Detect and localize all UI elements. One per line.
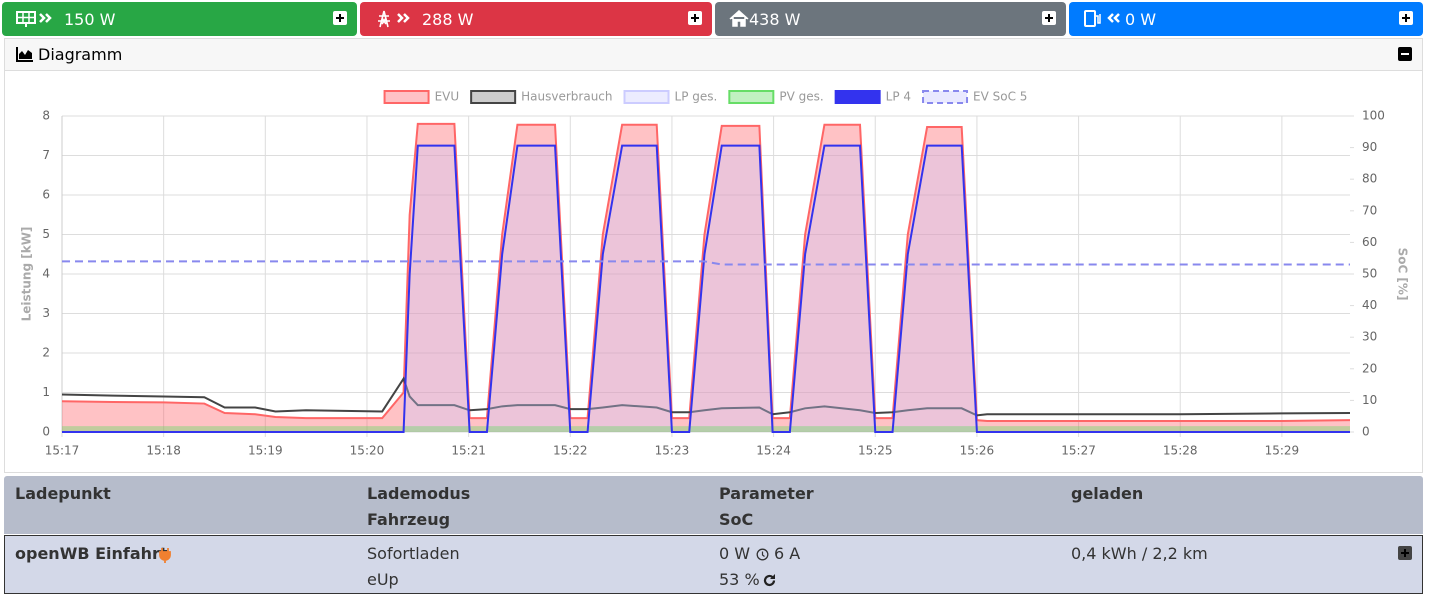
expand-button[interactable] [688, 11, 702, 25]
y2-tick-label: 60 [1362, 235, 1377, 249]
line [62, 260, 1350, 266]
expand-button[interactable] [1042, 11, 1056, 25]
house-tile[interactable]: 438 W [715, 2, 1066, 36]
house-power: 438 W [749, 10, 801, 29]
legend-label: LP ges. [675, 90, 718, 104]
chart: Leistung [kW] SoC [%] 012345678010203040… [20, 90, 1410, 458]
x-tick-label: 15:17 [45, 444, 80, 458]
header-cell: Lademodus [367, 484, 471, 503]
y-tick-label: 3 [42, 306, 50, 320]
solar-icon [16, 11, 52, 27]
header-cell: Fahrzeug [367, 510, 451, 529]
header-cell: Parameter [719, 484, 814, 503]
current: 6 A [774, 544, 801, 563]
legend-label: LP 4 [886, 90, 911, 104]
x-tick-label: 15:22 [553, 444, 588, 458]
charger-icon [1084, 10, 1120, 27]
timer-icon [756, 548, 769, 561]
y2-tick-label: 10 [1362, 393, 1377, 407]
chart-icon [16, 47, 33, 62]
y-tick-label: 8 [42, 109, 50, 123]
header-cell: SoC [719, 510, 754, 529]
legend-swatch [922, 90, 969, 104]
charge-power: 0 W [1125, 10, 1157, 29]
legend-swatch [728, 90, 775, 104]
diagram-card: Diagramm [4, 38, 1423, 473]
x-tick-label: 15:20 [350, 444, 385, 458]
refresh-icon[interactable] [762, 573, 777, 588]
charge-tile[interactable]: 0 W [1069, 2, 1423, 36]
chargepoint-name: openWB Einfahrt [15, 544, 168, 563]
y2-tick-label: 90 [1362, 140, 1377, 154]
y2-tick-label: 30 [1362, 330, 1377, 344]
y2-tick-label: 20 [1362, 361, 1377, 375]
y2-tick-label: 80 [1362, 172, 1377, 186]
area [62, 123, 1350, 433]
y2-tick-label: 0 [1362, 425, 1370, 439]
x-tick-label: 15:29 [1265, 444, 1300, 458]
collapse-button[interactable] [1398, 47, 1412, 61]
legend-label: Hausverbrauch [521, 90, 612, 104]
x-tick-label: 15:19 [248, 444, 283, 458]
vehicle: eUp [367, 570, 399, 589]
y-tick-label: 0 [42, 425, 50, 439]
line [61, 376, 1351, 417]
expand-button[interactable] [1398, 546, 1412, 560]
grid-icon [378, 10, 410, 28]
header-cell: Ladepunkt [15, 484, 111, 503]
expand-button[interactable] [1399, 11, 1413, 25]
area [62, 426, 1350, 432]
legend: EVU Hausverbrauch LP ges. PV ges. LP 4 EV SoC… [383, 90, 1027, 104]
y-tick-label: 7 [42, 148, 50, 162]
x-tick-label: 15:26 [960, 444, 995, 458]
area [62, 145, 1350, 432]
line [61, 122, 1351, 422]
y-tick-label: 1 [42, 385, 50, 399]
pv-tile[interactable]: 150 W [2, 2, 357, 36]
y2-tick-label: 70 [1362, 203, 1377, 217]
x-tick-label: 15:18 [146, 444, 181, 458]
line [62, 144, 1350, 433]
y2-tick-label: 40 [1362, 298, 1377, 312]
legend-swatch [834, 90, 881, 104]
legend-label: PV ges. [779, 90, 823, 104]
x-tick-label: 15:21 [451, 444, 486, 458]
grid-power: 288 W [422, 10, 474, 29]
chargepoint-table: Ladepunkt Lademodus Fahrzeug Parameter S… [4, 476, 1423, 595]
y-tick-label: 5 [42, 227, 50, 241]
pv-power: 150 W [64, 10, 116, 29]
y2-tick-label: 100 [1362, 109, 1385, 123]
y-tick-label: 2 [42, 346, 50, 360]
table-header: Ladepunkt Lademodus Fahrzeug Parameter S… [4, 476, 1423, 534]
y-tick-label: 4 [42, 267, 50, 281]
diagram-header[interactable]: Diagramm [5, 39, 1422, 71]
plug-icon [159, 548, 171, 563]
x-tick-label: 15:28 [1163, 444, 1198, 458]
charge-mode: Sofortladen [367, 544, 460, 563]
expand-button[interactable] [333, 11, 347, 25]
house-icon [729, 10, 749, 27]
x-tick-label: 15:27 [1061, 444, 1096, 458]
legend-label: EV SoC 5 [973, 90, 1027, 104]
legend-swatch [383, 90, 430, 104]
soc: 53 % [719, 570, 760, 589]
header-cell: geladen [1071, 484, 1144, 503]
legend-swatch [623, 90, 670, 104]
table-row[interactable]: openWB Einfahrt Sofortladen eUp 0 W 6 A … [4, 535, 1423, 594]
y-tick-label: 6 [42, 188, 50, 202]
power: 0 W [719, 544, 751, 563]
x-tick-label: 15:25 [858, 444, 893, 458]
charged: 0,4 kWh / 2,2 km [1071, 544, 1208, 563]
y2-axis-label: SoC [%] [1396, 248, 1410, 301]
legend-label: EVU [435, 90, 460, 104]
legend-swatch [470, 90, 517, 104]
grid-tile[interactable]: 288 W [360, 2, 712, 36]
x-tick-label: 15:23 [655, 444, 690, 458]
y2-tick-label: 50 [1362, 267, 1377, 281]
diagram-title: Diagramm [38, 45, 123, 64]
y-axis-label: Leistung [kW] [20, 227, 34, 322]
x-tick-label: 15:24 [756, 444, 791, 458]
